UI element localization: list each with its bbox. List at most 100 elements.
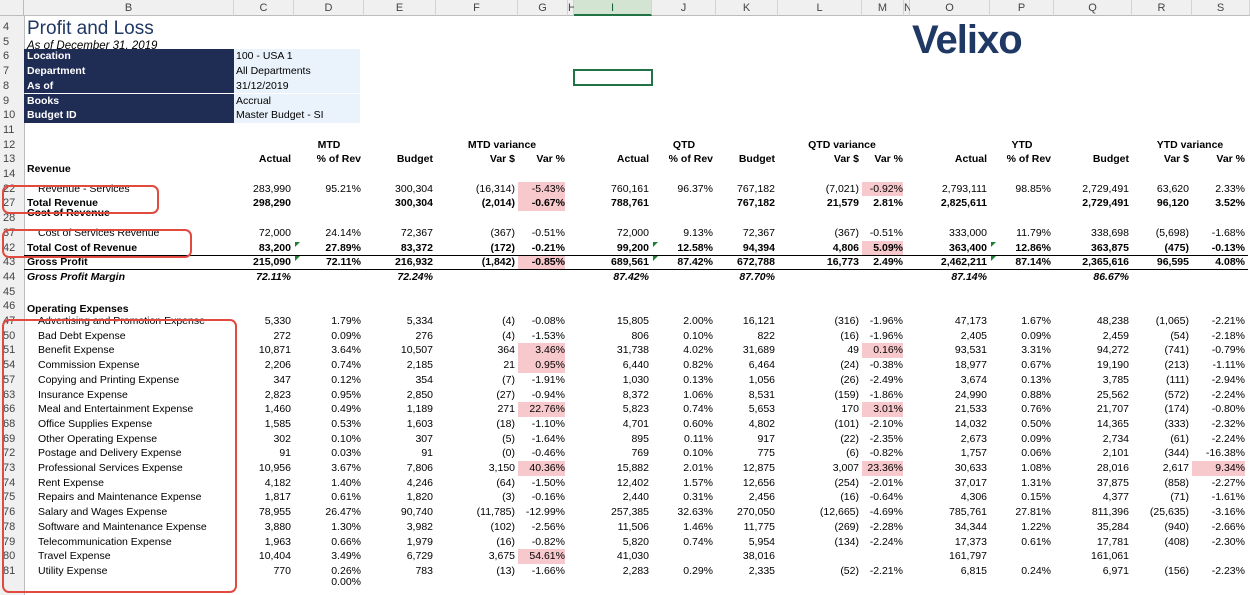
value-cell[interactable]: 272 [273,329,291,342]
value-cell[interactable]: 37,017 [954,476,987,489]
value-cell[interactable]: 10,956 [258,462,291,474]
value-cell[interactable]: (408) [1164,535,1189,548]
value-cell[interactable]: 54.61% [518,549,565,564]
value-cell[interactable]: 31,738 [616,344,649,357]
value-cell[interactable]: 1,460 [264,403,291,416]
row-label[interactable]: Repairs and Maintenance Expense [38,491,202,504]
value-cell[interactable]: (156) [1164,564,1189,577]
value-cell[interactable]: 12,656 [742,476,775,489]
value-cell[interactable]: 1.57% [683,476,713,489]
value-cell[interactable]: 94,394 [742,241,775,254]
row-number[interactable]: 81 [3,564,16,577]
value-cell[interactable]: 1.31% [1021,476,1051,489]
value-cell[interactable]: 2.81% [873,197,903,210]
param-value[interactable]: 31/12/2019 [234,78,360,94]
value-cell[interactable]: 2,456 [748,491,775,504]
value-cell[interactable]: -2.18% [1211,329,1245,342]
value-cell[interactable]: 10,871 [258,344,291,357]
value-cell[interactable]: -2.23% [1211,564,1245,577]
value-cell[interactable]: 3,007 [832,462,859,474]
value-cell[interactable]: 11,775 [743,520,775,533]
row-number[interactable]: 12 [3,138,16,151]
value-cell[interactable]: 1.40% [331,476,361,489]
value-cell[interactable]: 216,932 [395,256,433,269]
value-cell[interactable]: 3.52% [1215,197,1245,210]
row-number[interactable]: 63 [3,388,16,401]
row-label[interactable]: Other Operating Expense [38,432,158,445]
row-label[interactable]: Software and Maintenance Expense [38,520,207,533]
param-value[interactable]: 100 - USA 1 [234,49,360,65]
value-cell[interactable]: (269) [834,520,859,533]
value-cell[interactable]: (27) [496,388,515,401]
value-cell[interactable]: 11,506 [617,520,649,533]
value-cell[interactable]: 0.31% [683,491,713,504]
value-cell[interactable]: (2,014) [481,197,515,210]
value-cell[interactable]: 2,101 [1102,447,1129,460]
value-cell[interactable]: 3,785 [1102,373,1129,386]
value-cell[interactable]: 0.24% [1021,564,1051,577]
row-number[interactable]: 79 [3,535,16,548]
value-cell[interactable]: 161,797 [949,550,987,563]
row-number[interactable]: 42 [3,241,16,254]
value-cell[interactable]: 87.42% [677,256,713,269]
column-header-i[interactable]: I [574,0,652,16]
value-cell[interactable]: 0.60% [683,417,713,430]
row-label[interactable]: Insurance Expense [38,388,128,401]
value-cell[interactable]: 2,335 [748,564,775,577]
value-cell[interactable]: -2.56% [531,520,565,533]
value-cell[interactable]: 72,000 [616,226,649,239]
value-cell[interactable]: 95.21% [325,182,361,195]
value-cell[interactable]: 32.63% [677,506,713,519]
value-cell[interactable]: -0.16% [531,491,565,504]
value-cell[interactable]: 12.58% [677,241,713,254]
value-cell[interactable]: 767,182 [737,197,775,210]
value-cell[interactable]: -16.38% [1205,447,1245,460]
row-label[interactable]: Total Revenue [27,197,98,210]
value-cell[interactable]: 0.50% [1021,417,1051,430]
column-header-r[interactable]: R [1132,0,1192,16]
column-header-p[interactable]: P [990,0,1054,16]
row-label[interactable]: Bad Debt Expense [38,329,126,342]
value-cell[interactable]: (16) [840,491,859,504]
row-number[interactable]: 44 [3,270,16,283]
value-cell[interactable]: 0.13% [683,373,713,386]
row-label[interactable]: Postage and Delivery Expense [38,447,182,460]
value-cell[interactable]: 0.74% [683,403,713,416]
value-cell[interactable]: 41,030 [616,550,649,563]
value-cell[interactable]: 4,182 [264,476,291,489]
row-label[interactable]: Total Cost of Revenue [27,241,138,254]
value-cell[interactable]: 2,734 [1102,432,1129,445]
value-cell[interactable]: 2,729,491 [1082,182,1129,195]
value-cell[interactable]: 5,823 [622,403,649,416]
value-cell[interactable]: (475) [1164,241,1189,254]
value-cell[interactable]: (858) [1164,476,1189,489]
value-cell[interactable]: -0.67% [518,196,565,212]
value-cell[interactable]: 4,701 [622,417,649,430]
row-number[interactable]: 75 [3,491,16,504]
row-number[interactable]: 46 [3,300,16,313]
value-cell[interactable]: 785,761 [949,506,987,519]
value-cell[interactable]: 3,675 [488,550,515,563]
value-cell[interactable]: -1.96% [869,329,903,342]
value-cell[interactable]: 300,304 [395,182,433,195]
value-cell[interactable]: (3) [502,491,515,504]
value-cell[interactable]: 0.09% [1021,432,1051,445]
row-number[interactable]: 72 [3,447,16,460]
row-label[interactable]: Gross Profit Margin [27,270,126,283]
row-number[interactable]: 80 [3,550,16,563]
value-cell[interactable]: (5,698) [1155,226,1189,239]
value-cell[interactable]: 1,979 [406,535,433,548]
value-cell[interactable]: 99,200 [616,241,649,254]
value-cell[interactable]: 72,367 [400,226,433,239]
value-cell[interactable]: 0.82% [683,359,713,372]
value-cell[interactable]: -0.85% [518,255,565,270]
value-cell[interactable]: 5,330 [264,315,291,327]
row-number[interactable]: 6 [3,50,10,63]
value-cell[interactable]: -2.24% [869,535,903,548]
value-cell[interactable]: 1.22% [1021,520,1051,533]
value-cell[interactable]: 4,806 [832,241,859,254]
value-cell[interactable]: (13) [496,564,515,577]
value-cell[interactable]: 2,729,491 [1082,197,1129,210]
value-cell[interactable]: 271 [497,403,515,416]
value-cell[interactable]: 354 [415,373,433,386]
